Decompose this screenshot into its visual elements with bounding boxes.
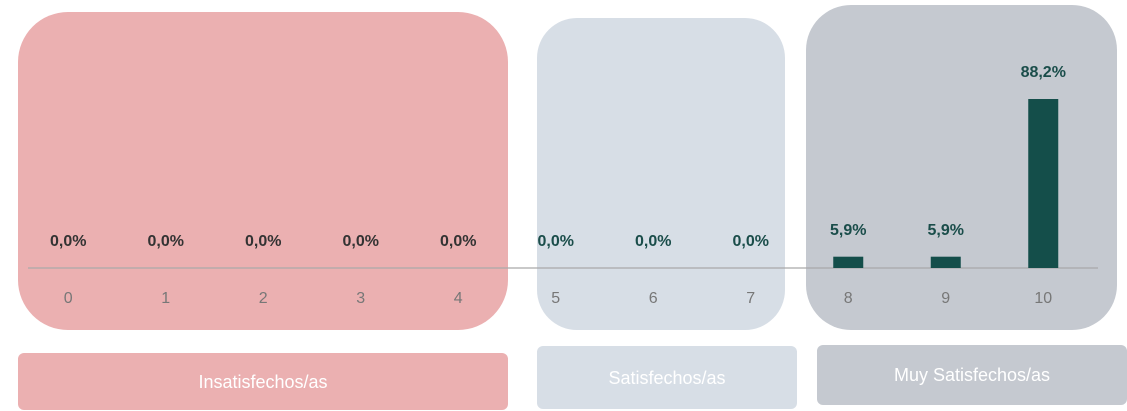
value-label: 0,0% (50, 233, 86, 250)
x-tick-label: 4 (454, 290, 463, 307)
group-label-box (18, 353, 508, 410)
group-box (806, 5, 1117, 330)
bar (930, 256, 961, 268)
group-label-box (537, 346, 797, 409)
x-tick-label: 5 (551, 290, 560, 307)
x-tick-label: 1 (161, 290, 170, 307)
group-box (18, 12, 508, 330)
bar (833, 256, 864, 268)
value-label: 5,9% (928, 222, 964, 239)
value-label: 0,0% (343, 233, 379, 250)
value-label: 0,0% (245, 233, 281, 250)
group-label-box (817, 345, 1127, 405)
value-label: 5,9% (830, 222, 866, 239)
value-label: 0,0% (635, 233, 671, 250)
x-tick-label: 9 (941, 290, 950, 307)
value-label: 88,2% (1021, 64, 1066, 81)
x-tick-label: 8 (844, 290, 853, 307)
x-tick-label: 0 (64, 290, 73, 307)
bar (1028, 99, 1059, 269)
x-tick-label: 6 (649, 290, 658, 307)
group-label: Satisfechos/as (608, 368, 725, 388)
value-label: 0,0% (440, 233, 476, 250)
x-tick-label: 10 (1034, 290, 1052, 307)
group-box (537, 18, 785, 330)
value-label: 0,0% (733, 233, 769, 250)
x-tick-label: 3 (356, 290, 365, 307)
x-tick-label: 7 (746, 290, 755, 307)
value-label: 0,0% (148, 233, 184, 250)
group-label: Insatisfechos/as (198, 372, 327, 392)
x-tick-label: 2 (259, 290, 268, 307)
group-label: Muy Satisfechos/as (894, 365, 1050, 385)
value-label: 0,0% (538, 233, 574, 250)
